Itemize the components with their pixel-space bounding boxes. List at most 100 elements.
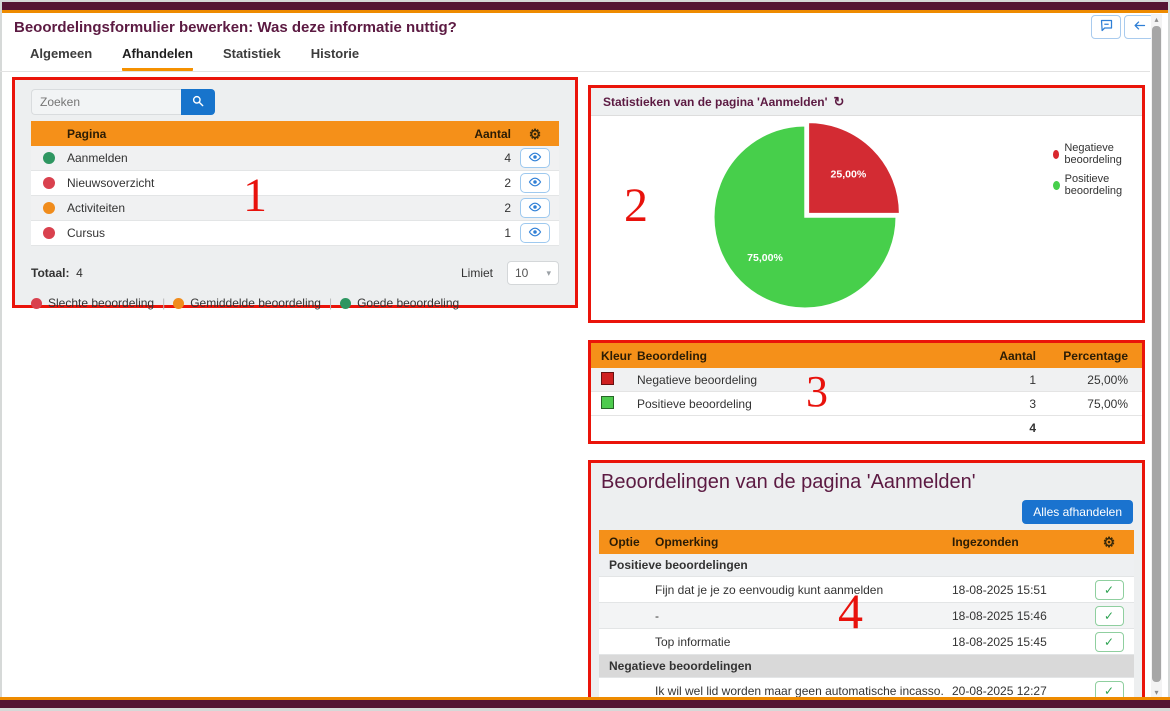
scroll-down-icon[interactable]: ▾ [1154, 688, 1159, 697]
search-input[interactable] [31, 89, 181, 115]
review-row: Fijn dat je je zo eenvoudig kunt aanmeld… [599, 577, 1134, 603]
legend-dot-negatief [1053, 149, 1060, 159]
review-date: 20-08-2025 12:27 [952, 683, 1047, 698]
tab-afhandelen[interactable]: Afhandelen [122, 46, 193, 71]
view-page-button[interactable] [520, 223, 550, 243]
annotation-number-1: 1 [243, 169, 267, 222]
column-percentage: Percentage [1063, 348, 1128, 363]
handle-review-button[interactable]: ✓ [1094, 631, 1124, 652]
reviews-table: Optie Opmerking Ingezonden ⚙ Positieve b… [599, 530, 1134, 698]
refresh-icon[interactable]: ↻ [833, 93, 845, 109]
handle-all-button[interactable]: Alles afhandelen [1022, 500, 1133, 524]
view-page-button[interactable] [520, 148, 550, 168]
page-name: Activiteiten [67, 201, 126, 215]
scroll-up-icon[interactable]: ▴ [1154, 15, 1159, 24]
status-dot [43, 202, 55, 214]
total-label: Totaal: [31, 266, 70, 280]
page-title: Beoordelingsformulier bewerken: Was deze… [14, 19, 457, 36]
back-arrow-icon [1132, 18, 1147, 36]
review-date: 18-08-2025 15:46 [952, 608, 1047, 623]
review-comment: Ik wil wel lid worden maar geen automati… [655, 683, 944, 698]
ratio-table-panel: Kleur Beoordeling Aantal Percentage Nega… [588, 340, 1145, 444]
pie-chart: 25,00% 75,00% [713, 121, 901, 309]
tab-divider [0, 71, 1150, 72]
back-button[interactable] [1124, 15, 1154, 39]
handle-review-button[interactable]: ✓ [1094, 605, 1124, 626]
statistics-panel: Statistieken van de pagina 'Aanmelden' ↻… [588, 85, 1145, 323]
page-count: 4 [504, 151, 511, 165]
review-comment: Fijn dat je je zo eenvoudig kunt aanmeld… [655, 582, 884, 597]
eye-icon [528, 175, 542, 192]
page-name: Aanmelden [67, 151, 128, 165]
statistics-title: Statistieken van de pagina 'Aanmelden' [603, 94, 828, 109]
column-pagina: Pagina [67, 126, 107, 141]
accent-line-bottom [0, 697, 1170, 700]
rating-legend: Slechte beoordeling | Gemiddelde beoorde… [31, 296, 559, 310]
check-icon: ✓ [1103, 634, 1115, 649]
check-icon: ✓ [1103, 608, 1115, 623]
gear-icon[interactable]: ⚙ [528, 125, 542, 142]
window-edge-right [1168, 0, 1170, 711]
pages-table-header: Pagina Aantal ⚙ [31, 121, 559, 146]
review-row: Top informatie 18-08-2025 15:45 ✓ [599, 629, 1134, 655]
vertical-scrollbar[interactable]: ▴ ▾ [1151, 14, 1162, 698]
reviews-table-header: Optie Opmerking Ingezonden ⚙ [599, 530, 1134, 554]
legend-label: Goede beoordeling [357, 296, 460, 310]
review-comment: - [655, 608, 659, 623]
total-value: 4 [76, 266, 83, 280]
gear-icon[interactable]: ⚙ [1102, 534, 1116, 550]
pie-slice[interactable] [713, 125, 897, 309]
comment-button[interactable] [1091, 15, 1121, 39]
pages-panel: Pagina Aantal ⚙ Aanmelden 4 Nieuwsoverzi… [12, 77, 578, 310]
annotation-number-4: 4 [838, 583, 863, 639]
rating-percentage: 25,00% [1087, 372, 1128, 387]
window-edge-top [0, 0, 1170, 2]
eye-icon [528, 225, 542, 242]
accent-line-top [0, 10, 1170, 13]
check-icon: ✓ [1103, 683, 1115, 698]
handle-review-button[interactable]: ✓ [1094, 680, 1124, 698]
brand-bar-bottom [0, 700, 1170, 708]
column-aantal: Aantal [999, 348, 1036, 363]
table-row: Activiteiten 2 [31, 196, 559, 221]
total-count: 4 [1029, 421, 1036, 435]
comment-icon [1099, 18, 1114, 36]
pie-slice-label: 75,00% [747, 252, 783, 264]
ratio-table-header: Kleur Beoordeling Aantal Percentage [591, 343, 1142, 368]
tab-statistiek[interactable]: Statistiek [222, 46, 281, 61]
annotation-number-3: 3 [806, 367, 828, 416]
table-row: Aanmelden 4 [31, 146, 559, 171]
tab-historie[interactable]: Historie [310, 46, 360, 61]
view-page-button[interactable] [520, 173, 550, 193]
color-swatch-negatief [601, 371, 614, 385]
pie-chart-area: 25,00% 75,00% Negatieve beoordeling Posit… [591, 116, 1142, 318]
reviews-panel: Beoordelingen van de pagina 'Aanmelden' … [588, 460, 1145, 700]
chart-legend: Negatieve beoordeling Positieve beoordel… [1053, 142, 1142, 197]
legend-label: Slechte beoordeling [48, 296, 155, 310]
scrollbar-thumb[interactable] [1152, 26, 1161, 682]
column-ingezonden: Ingezonden [952, 535, 1019, 549]
review-date: 18-08-2025 15:45 [952, 634, 1047, 649]
legend-dot-goed [340, 297, 352, 309]
view-page-button[interactable] [520, 198, 550, 218]
pie-slice[interactable] [807, 121, 901, 215]
rating-label: Positieve beoordeling [637, 396, 752, 411]
column-aantal: Aantal [474, 126, 511, 141]
limit-select[interactable]: 10 ▾ [507, 261, 559, 285]
section-header-negatief: Negatieve beoordelingen [599, 655, 1134, 678]
eye-icon [528, 200, 542, 217]
search-button[interactable] [181, 89, 215, 115]
rating-count: 1 [1029, 372, 1036, 387]
review-row: Ik wil wel lid worden maar geen automati… [599, 678, 1134, 698]
table-row: Negatieve beoordeling 1 25,00% [591, 368, 1142, 392]
window-edge-left [0, 0, 2, 711]
review-comment: Top informatie [655, 634, 731, 649]
search-icon [191, 94, 205, 111]
total-label-group: Totaal: 4 [31, 266, 83, 280]
review-row: - 18-08-2025 15:46 ✓ [599, 603, 1134, 629]
status-dot [43, 152, 55, 164]
review-date: 18-08-2025 15:51 [952, 582, 1047, 597]
tab-algemeen[interactable]: Algemeen [30, 46, 93, 61]
handle-review-button[interactable]: ✓ [1094, 579, 1124, 600]
legend-label: Negatieve beoordeling [1064, 142, 1122, 166]
